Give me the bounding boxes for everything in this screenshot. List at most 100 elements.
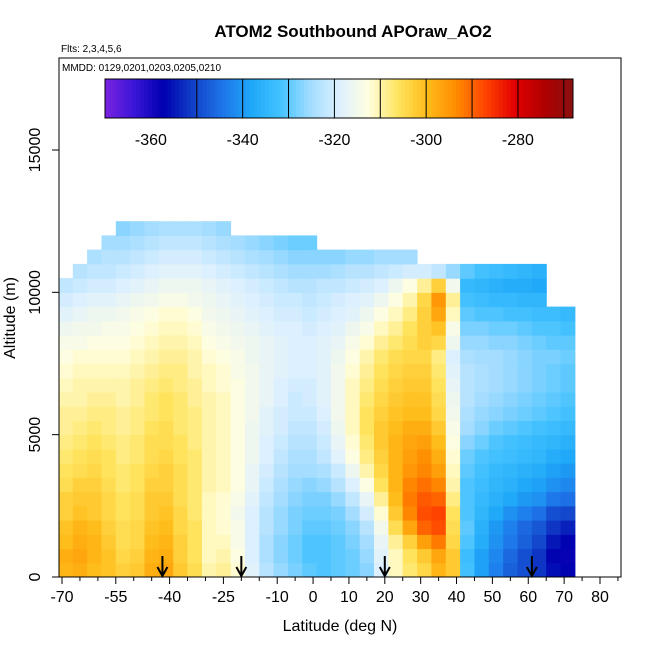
heat-cell — [531, 306, 547, 322]
heat-cell — [331, 448, 346, 464]
colorbar-segment — [253, 79, 258, 118]
heat-cell — [517, 534, 533, 550]
heat-cell — [130, 505, 145, 521]
heat-cell — [331, 434, 346, 450]
heat-cell — [216, 477, 232, 493]
heat-cell — [59, 505, 74, 521]
heat-cell — [115, 534, 131, 550]
heat-cell — [417, 335, 432, 350]
heat-cell — [158, 377, 174, 393]
heat-cell — [517, 463, 533, 478]
heat-cell — [359, 420, 375, 436]
heat-cell — [302, 534, 318, 550]
colorbar-segment — [136, 79, 141, 118]
heat-cell — [560, 534, 576, 550]
heat-cell — [488, 491, 504, 507]
colorbar-segment — [483, 79, 488, 118]
heat-cell — [331, 463, 346, 478]
heat-cell — [273, 463, 289, 478]
heat-cell — [560, 434, 576, 450]
heat-cell — [158, 534, 174, 550]
colorbar-tick-label: -340 — [227, 132, 259, 149]
heat-cell — [517, 420, 533, 436]
heat-cell — [331, 263, 346, 279]
heat-cell — [302, 377, 318, 393]
heat-cell — [87, 278, 102, 293]
heat-cell — [402, 448, 418, 464]
heat-cell — [201, 534, 217, 550]
heat-cell — [517, 548, 533, 564]
heat-cell — [359, 491, 375, 507]
heat-cell — [359, 434, 375, 450]
heat-cell — [431, 292, 447, 308]
heat-cell — [417, 520, 432, 535]
heat-cell — [302, 292, 318, 308]
heat-cell — [546, 392, 562, 407]
heat-cell — [302, 235, 318, 251]
heat-cell — [503, 434, 519, 450]
heat-cell — [488, 406, 504, 421]
heat-cell — [302, 363, 318, 379]
heat-cell — [417, 420, 432, 436]
heat-cell — [474, 448, 490, 464]
heat-cell — [316, 548, 332, 564]
heat-cell — [201, 292, 217, 308]
heat-cell — [201, 562, 217, 577]
heat-cell — [331, 249, 346, 265]
heat-cell — [560, 548, 576, 564]
heat-cell — [201, 434, 217, 450]
heat-cell — [187, 235, 203, 251]
colorbar-segment — [553, 79, 558, 118]
heat-cell — [402, 306, 418, 322]
heat-cell — [173, 392, 189, 407]
colorbar-segment — [268, 79, 274, 118]
profile-arrowhead — [235, 566, 248, 579]
heat-cell — [288, 534, 303, 550]
heat-cell — [431, 320, 447, 336]
heat-cell — [417, 320, 432, 336]
heat-cell — [115, 235, 131, 251]
heat-cell — [316, 306, 332, 322]
heat-cell — [345, 448, 361, 464]
heat-cell — [374, 420, 389, 436]
heat-cell — [560, 320, 576, 336]
heat-cell — [417, 448, 432, 464]
heat-cell — [474, 534, 490, 550]
heat-cell — [158, 491, 174, 507]
heat-cell — [388, 434, 404, 450]
heat-cell — [560, 520, 576, 535]
x-tick-label: 60 — [519, 589, 537, 606]
heat-cell — [130, 534, 145, 550]
heat-cell — [316, 420, 332, 436]
heat-cell — [316, 448, 332, 464]
heat-cell — [87, 377, 102, 393]
heat-cell — [173, 520, 189, 535]
heat-cell — [244, 392, 260, 407]
heat-cell — [244, 235, 260, 251]
heat-cell — [130, 263, 145, 279]
heat-cell — [288, 335, 303, 350]
heat-cell — [302, 349, 318, 365]
heat-cell — [259, 335, 275, 350]
heat-cell — [417, 263, 432, 279]
heat-cell — [388, 448, 404, 464]
heat-cell — [331, 278, 346, 293]
heat-cell — [158, 263, 174, 279]
heat-cell — [359, 306, 375, 322]
heat-cell — [144, 392, 160, 407]
x-tick-label: 0 — [309, 589, 318, 606]
heat-cell — [331, 292, 346, 308]
heat-cell — [402, 335, 418, 350]
heat-cell — [87, 292, 102, 308]
heat-cell — [316, 392, 332, 407]
x-tick-label: -40 — [158, 589, 181, 606]
heat-cell — [316, 505, 332, 521]
y-tick-label: 10000 — [27, 270, 44, 315]
heat-cell — [259, 520, 275, 535]
heat-cell — [546, 335, 562, 350]
heat-cell — [115, 463, 131, 478]
colorbar-segment — [108, 79, 114, 118]
x-tick-label: 80 — [591, 589, 609, 606]
colorbar-segment — [537, 79, 543, 118]
heat-cell — [101, 292, 117, 308]
